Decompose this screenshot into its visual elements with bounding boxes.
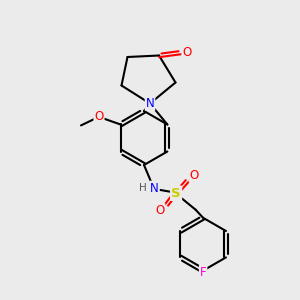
Text: N: N	[150, 182, 159, 195]
Text: N: N	[146, 97, 154, 110]
Text: O: O	[190, 169, 199, 182]
Text: S: S	[171, 187, 181, 200]
Text: O: O	[155, 204, 164, 217]
Text: H: H	[139, 183, 147, 193]
Text: O: O	[182, 46, 191, 59]
Text: O: O	[94, 110, 103, 124]
Text: F: F	[200, 266, 206, 279]
